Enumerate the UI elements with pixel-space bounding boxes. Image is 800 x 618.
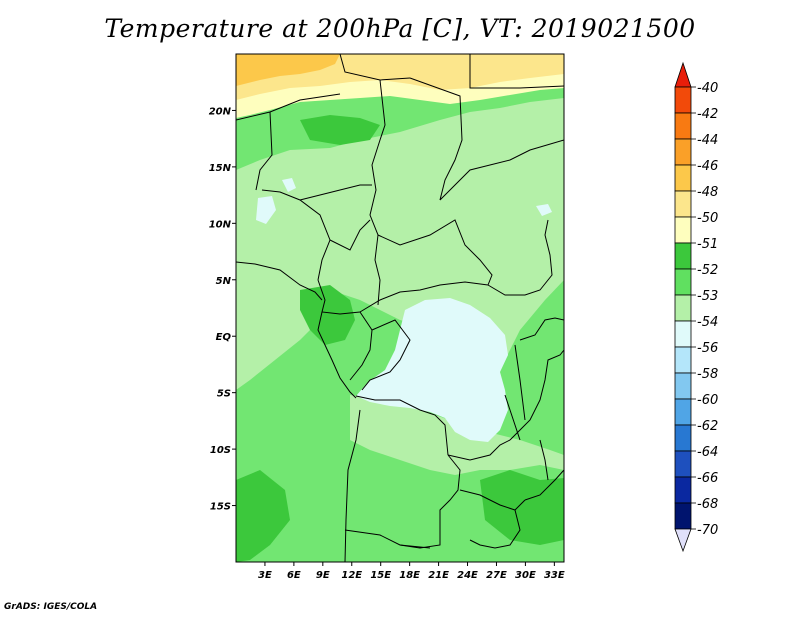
border-niger-west: [236, 93, 341, 121]
colorbar-swatch: [674, 424, 692, 452]
grads-credit: GrADS: IGES/COLA: [4, 602, 98, 612]
fill-region-cold-patch-3: [536, 204, 552, 216]
border-lakes: [504, 394, 549, 481]
colorbar-label: -66: [697, 471, 718, 486]
latitude-axis: 20N 15N 10N 5N EQ 5S 10S 15S: [209, 106, 236, 513]
fill-region-orange: [236, 54, 340, 86]
border-tanzania: [509, 349, 564, 441]
border-east: [514, 317, 564, 421]
border-south-sudan: [487, 219, 553, 296]
fill-region-dark-se: [480, 470, 564, 545]
chart-title: Temperature at 200hPa [C], VT: 201902150…: [104, 14, 696, 43]
colorbar-label: -40: [697, 81, 718, 96]
lon-tick-label: 33E: [544, 570, 565, 581]
lat-tick-label: 5N: [216, 276, 232, 287]
border-gulf-coast: [236, 261, 323, 301]
colorbar-label: -62: [697, 419, 718, 434]
lat-tick-label: EQ: [216, 332, 232, 343]
colorbar-bottom-arrow: [674, 528, 692, 553]
colorbar-label: -54: [697, 315, 718, 330]
fill-region-cold-core: [356, 298, 508, 442]
colorbar-label: -53: [697, 289, 718, 304]
colorbar-swatch: [674, 294, 692, 322]
colorbar-swatch: [674, 476, 692, 504]
lon-tick-label: 3E: [258, 570, 272, 581]
colorbar-swatch: [674, 86, 692, 114]
colorbar-top-arrow: [674, 61, 692, 88]
border-car-south: [359, 281, 489, 313]
colorbar-swatch: [674, 346, 692, 374]
colorbar-label: -58: [697, 367, 718, 382]
lat-tick-label: 20N: [209, 106, 232, 117]
lat-tick-label: 10N: [209, 219, 232, 230]
colorbar-label: -64: [697, 445, 718, 460]
colorbar-swatch: [674, 242, 692, 270]
lon-tick-label: 30E: [515, 570, 536, 581]
colorbar-swatch: [674, 320, 692, 348]
lat-tick-label: 15S: [210, 502, 231, 513]
colorbar-label: -70: [697, 523, 718, 538]
lon-tick-label: 24E: [457, 570, 478, 581]
fill-region-light-south: [350, 395, 564, 475]
border-egypt-top: [469, 54, 564, 89]
colorbar-label: -51: [697, 237, 718, 252]
border-north-libya: [339, 54, 411, 81]
colorbar-label: -46: [697, 159, 718, 174]
longitude-axis: 3E 6E 9E 12E 15E 18E 21E 24E 27E 30E 33E: [258, 562, 565, 581]
colorbar-swatch: [674, 372, 692, 400]
fill-region-dark-sw: [236, 470, 290, 562]
lat-tick-label: 5S: [217, 389, 231, 400]
colorbar-swatch: [674, 190, 692, 218]
colorbar: -40 -42 -44 -46 -48 -50 -51 -52 -53 -54 -56 -58 -60 -…: [674, 61, 718, 553]
colorbar-swatch: [674, 138, 692, 166]
lon-tick-label: 12E: [341, 570, 362, 581]
border-southwest: [344, 529, 431, 549]
fill-region-dark-north: [300, 115, 380, 145]
border-egypt-sudan: [409, 77, 463, 201]
lat-tick-label: 10S: [210, 445, 231, 456]
border-mozambique: [469, 469, 564, 549]
lon-tick-label: 18E: [399, 570, 420, 581]
map-frame: [235, 53, 565, 563]
colorbar-swatch: [674, 502, 692, 530]
colorbar-label: -68: [697, 497, 718, 512]
fill-region-cold-patch-2: [282, 178, 296, 192]
colorbar-label: -56: [697, 341, 718, 356]
colorbar-swatch: [674, 112, 692, 140]
lon-tick-label: 21E: [428, 570, 449, 581]
colorbar-swatch: [674, 398, 692, 426]
border-niger-chad: [299, 184, 372, 201]
colorbar-swatch: [674, 216, 692, 244]
border-drc-angola: [355, 395, 449, 456]
colorbar-swatch: [674, 164, 692, 192]
colorbar-label: -60: [697, 393, 718, 408]
lon-tick-label: 15E: [370, 570, 391, 581]
lon-tick-label: 6E: [287, 570, 301, 581]
lon-tick-label: 27E: [486, 570, 507, 581]
temperature-fill: [236, 54, 564, 562]
border-chad-sudan: [369, 79, 386, 306]
border-zambia: [447, 439, 526, 511]
colorbar-swatch: [674, 268, 692, 296]
lon-tick-label: 9E: [316, 570, 330, 581]
border-mali-niger: [255, 111, 273, 191]
colorbar-label: -44: [697, 133, 718, 148]
border-nigeria: [261, 189, 331, 281]
colorbar-label: -48: [697, 185, 718, 200]
fill-region-light-north: [236, 98, 564, 360]
border-sudan-south: [439, 139, 564, 201]
colorbar-swatch: [674, 450, 692, 478]
country-borders: [236, 54, 564, 562]
border-west-coast: [317, 311, 357, 399]
fill-region-dark-west: [300, 285, 355, 345]
lat-tick-label: 15N: [209, 163, 232, 174]
colorbar-label: -52: [697, 263, 718, 278]
border-car: [377, 219, 493, 286]
colorbar-label: -42: [697, 107, 718, 122]
fill-region-cold-patch-1: [256, 196, 276, 224]
colorbar-label: -50: [697, 211, 718, 226]
border-congo: [349, 311, 411, 391]
